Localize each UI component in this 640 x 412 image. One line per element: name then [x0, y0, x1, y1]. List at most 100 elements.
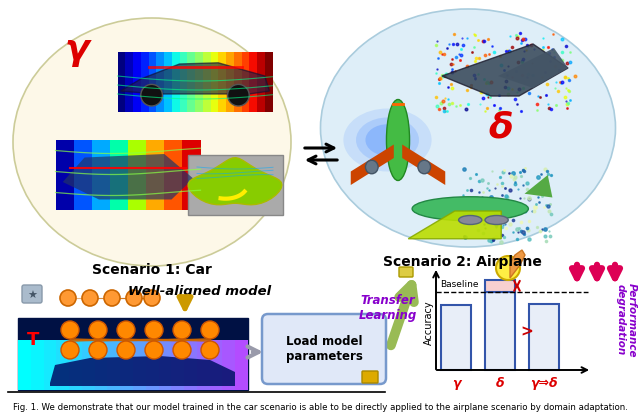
Text: Load model
parameters: Load model parameters	[285, 335, 362, 363]
Text: Fig. 1. We demonstrate that our model trained in the car scenario is able to be : Fig. 1. We demonstrate that our model tr…	[13, 403, 627, 412]
Bar	[172, 52, 179, 112]
Bar	[133, 52, 141, 112]
Bar	[133, 340, 146, 390]
Bar	[110, 140, 128, 210]
Bar	[156, 52, 164, 112]
Bar	[184, 340, 197, 390]
Circle shape	[173, 321, 191, 339]
Bar	[128, 140, 146, 210]
Circle shape	[117, 341, 135, 359]
Bar	[210, 340, 223, 390]
Circle shape	[61, 321, 79, 339]
Circle shape	[145, 321, 163, 339]
Bar	[74, 140, 92, 210]
Text: Accuracy: Accuracy	[424, 300, 434, 345]
Polygon shape	[188, 158, 282, 205]
Bar	[172, 340, 184, 390]
Circle shape	[117, 321, 135, 339]
Text: Transfer
Learning: Transfer Learning	[359, 294, 417, 322]
Ellipse shape	[365, 124, 410, 156]
Polygon shape	[402, 145, 445, 185]
Ellipse shape	[13, 18, 291, 266]
Bar	[234, 52, 241, 112]
Ellipse shape	[485, 215, 508, 225]
Bar	[203, 52, 211, 112]
Bar	[95, 340, 108, 390]
Bar	[257, 52, 265, 112]
FancyBboxPatch shape	[362, 371, 378, 383]
Bar	[223, 340, 236, 390]
Text: γ⇒δ: γ⇒δ	[530, 377, 558, 390]
Polygon shape	[510, 250, 525, 278]
Circle shape	[89, 321, 107, 339]
Bar	[529, 304, 559, 370]
Bar	[218, 52, 226, 112]
FancyBboxPatch shape	[262, 314, 386, 384]
Bar	[146, 140, 164, 210]
Polygon shape	[442, 44, 568, 96]
FancyBboxPatch shape	[399, 267, 413, 277]
Polygon shape	[351, 145, 394, 185]
Polygon shape	[120, 63, 269, 94]
Circle shape	[228, 84, 249, 106]
Bar	[485, 292, 515, 370]
Bar	[195, 52, 203, 112]
Ellipse shape	[387, 100, 410, 180]
Bar	[164, 140, 182, 210]
Bar	[226, 52, 234, 112]
Bar	[44, 340, 56, 390]
Bar	[249, 52, 257, 112]
Circle shape	[60, 290, 76, 306]
Bar	[197, 340, 210, 390]
Bar	[211, 52, 218, 112]
Text: Scenario 1: Car: Scenario 1: Car	[92, 263, 212, 277]
Circle shape	[173, 341, 191, 359]
Bar	[265, 52, 273, 112]
Bar	[120, 340, 133, 390]
Text: δ: δ	[496, 377, 504, 390]
Ellipse shape	[356, 117, 419, 162]
Ellipse shape	[459, 215, 482, 225]
Circle shape	[89, 341, 107, 359]
Bar	[92, 140, 110, 210]
Text: γ: γ	[65, 33, 90, 67]
Circle shape	[104, 290, 120, 306]
Ellipse shape	[412, 197, 529, 221]
Ellipse shape	[344, 108, 431, 171]
Text: Scenario 2: Airplane: Scenario 2: Airplane	[383, 255, 541, 269]
Circle shape	[496, 256, 520, 280]
Circle shape	[201, 321, 219, 339]
Bar	[241, 52, 249, 112]
Bar	[31, 340, 44, 390]
Text: δ: δ	[488, 111, 513, 145]
Bar	[182, 140, 200, 210]
Polygon shape	[525, 175, 552, 197]
Ellipse shape	[321, 9, 616, 247]
FancyBboxPatch shape	[18, 318, 248, 390]
Bar	[56, 140, 74, 210]
Text: Well-aligned model: Well-aligned model	[129, 285, 271, 298]
Bar	[118, 52, 125, 112]
Text: Performance
degradation: Performance degradation	[615, 283, 637, 357]
Bar	[18, 340, 31, 390]
Polygon shape	[63, 154, 193, 199]
Text: ★: ★	[27, 291, 37, 301]
Polygon shape	[50, 356, 235, 386]
Polygon shape	[408, 211, 501, 239]
Bar	[485, 280, 515, 292]
Circle shape	[144, 290, 160, 306]
Text: γ: γ	[452, 377, 460, 390]
Circle shape	[141, 84, 163, 106]
Text: Baseline: Baseline	[440, 279, 479, 288]
Bar	[69, 340, 82, 390]
Circle shape	[82, 290, 98, 306]
Ellipse shape	[418, 160, 431, 174]
Bar	[148, 52, 156, 112]
Bar	[146, 340, 159, 390]
Polygon shape	[498, 48, 568, 88]
Bar	[441, 305, 471, 370]
Text: >: >	[520, 325, 532, 339]
Text: T: T	[27, 331, 40, 349]
Bar	[164, 52, 172, 112]
Bar	[159, 340, 172, 390]
